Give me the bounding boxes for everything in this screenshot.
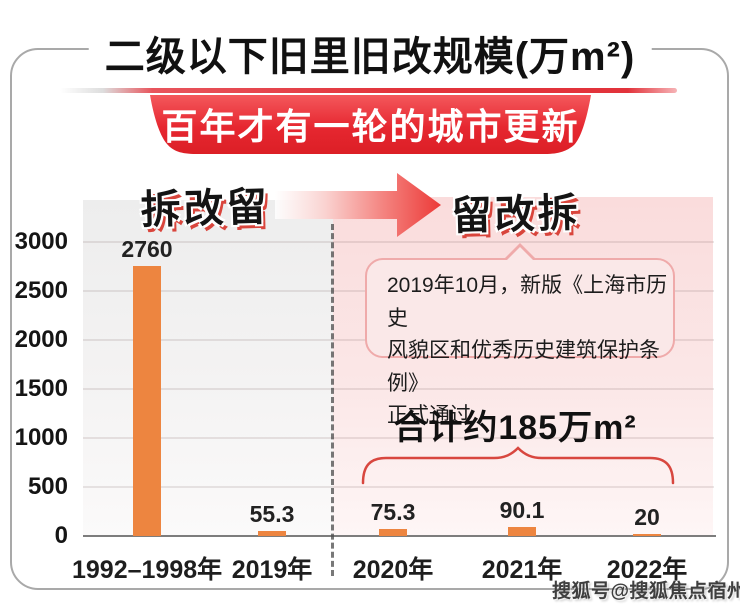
x-axis-line [83, 535, 716, 537]
bar-value-label: 20 [634, 504, 660, 530]
y-tick-label: 500 [27, 473, 68, 500]
y-tick-label: 3000 [14, 228, 68, 255]
total-label: 合计约185万m² [393, 409, 637, 447]
y-tick-label: 2500 [14, 277, 68, 304]
watermark: 搜狐号@搜狐焦点宿州站 [552, 581, 740, 602]
right-arrow-icon [275, 173, 441, 237]
y-tick-label: 0 [54, 522, 68, 549]
x-tick-label: 1992–1998年 [72, 556, 223, 584]
bar [633, 534, 661, 536]
y-tick-label: 2000 [14, 326, 68, 353]
bar-value-label: 90.1 [499, 497, 545, 523]
stage-label-right: 留改拆 [451, 191, 582, 239]
bar-value-label: 75.3 [370, 499, 416, 525]
policy-callout: 2019年10月，新版《上海市历史 风貌区和优秀历史建筑保护条例》 正式通过 [365, 243, 675, 427]
stage-label-left: 拆改留 [140, 185, 271, 233]
bar [508, 527, 536, 536]
x-tick-label: 2019年 [231, 556, 313, 584]
bar [258, 531, 286, 536]
x-tick-label: 2020年 [352, 556, 434, 584]
era-divider-dashed-line [331, 224, 334, 576]
y-tick-label: 1500 [14, 375, 68, 402]
title-underline [60, 88, 677, 93]
page-title: 二级以下旧里旧改规模(万m²) [88, 24, 652, 82]
x-tick-label: 2022年 [606, 556, 688, 584]
bar [379, 529, 407, 536]
chart-panel-demolish-era [83, 200, 333, 536]
bar-value-label: 55.3 [249, 501, 295, 527]
x-tick-label: 2021年 [481, 556, 563, 584]
bar-value-label: 2760 [121, 236, 173, 262]
gridline [83, 388, 714, 390]
gridline [83, 241, 714, 243]
bar [133, 266, 161, 536]
gridline [83, 486, 714, 488]
y-tick-label: 1000 [14, 424, 68, 451]
total-brace [361, 446, 675, 485]
banner-ribbon [150, 95, 591, 154]
banner-text: 百年才有一轮的城市更新 [161, 105, 580, 147]
gridline [83, 437, 714, 439]
